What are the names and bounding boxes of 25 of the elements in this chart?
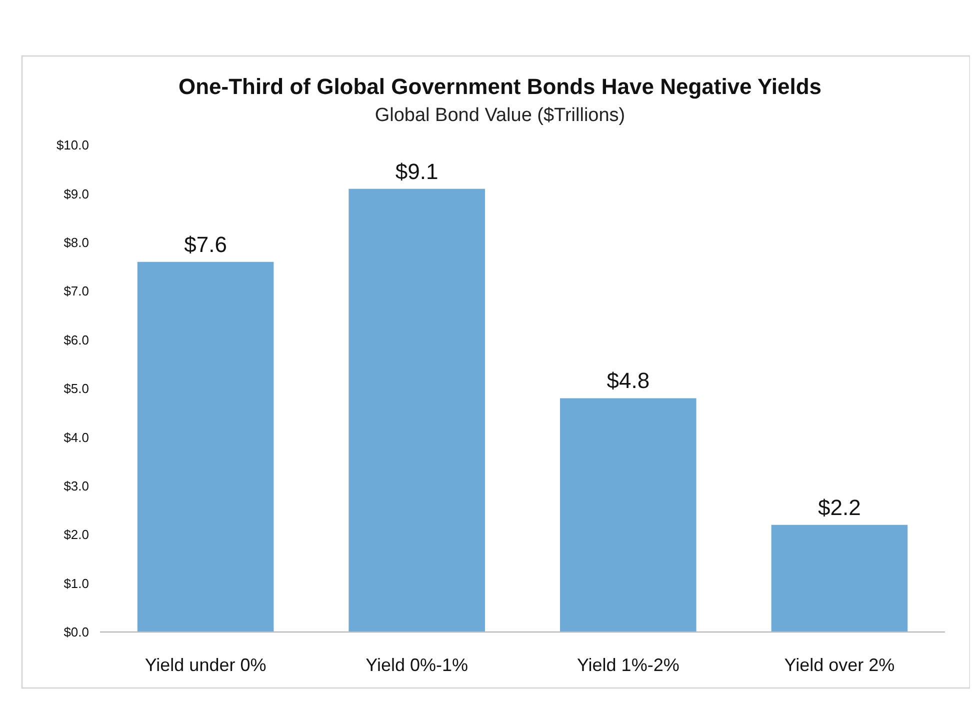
bar <box>560 398 696 632</box>
bar <box>348 188 485 632</box>
data-label: $2.2 <box>818 494 861 520</box>
y-tick-label: $8.0 <box>64 234 89 250</box>
x-tick-label: Yield over 2% <box>784 655 895 675</box>
x-tick-label: Yield 0%-1% <box>366 655 468 675</box>
x-tick-label: Yield under 0% <box>144 655 266 675</box>
y-tick-label: $3.0 <box>64 478 89 494</box>
y-tick-label: $9.0 <box>64 186 89 202</box>
data-label: $9.1 <box>395 158 438 184</box>
y-tick-label: $0.0 <box>64 624 89 640</box>
y-tick-label: $2.0 <box>64 527 89 542</box>
bar <box>771 524 908 632</box>
y-tick-label: $5.0 <box>64 381 89 396</box>
bar <box>137 262 274 632</box>
y-tick-label: $7.0 <box>64 284 89 299</box>
y-tick-label: $6.0 <box>64 332 89 348</box>
y-tick-label: $4.0 <box>64 430 89 445</box>
x-tick-label: Yield 1%-2% <box>576 655 680 675</box>
data-label: $7.6 <box>184 232 227 257</box>
chart-subtitle: Global Bond Value ($Trillions) <box>374 105 626 126</box>
y-tick-label: $1.0 <box>64 576 89 591</box>
y-tick-label: $10.0 <box>56 138 89 153</box>
chart-title: One-Third of Global Government Bonds Have Negative Yields <box>178 74 822 99</box>
data-label: $4.8 <box>606 368 650 394</box>
